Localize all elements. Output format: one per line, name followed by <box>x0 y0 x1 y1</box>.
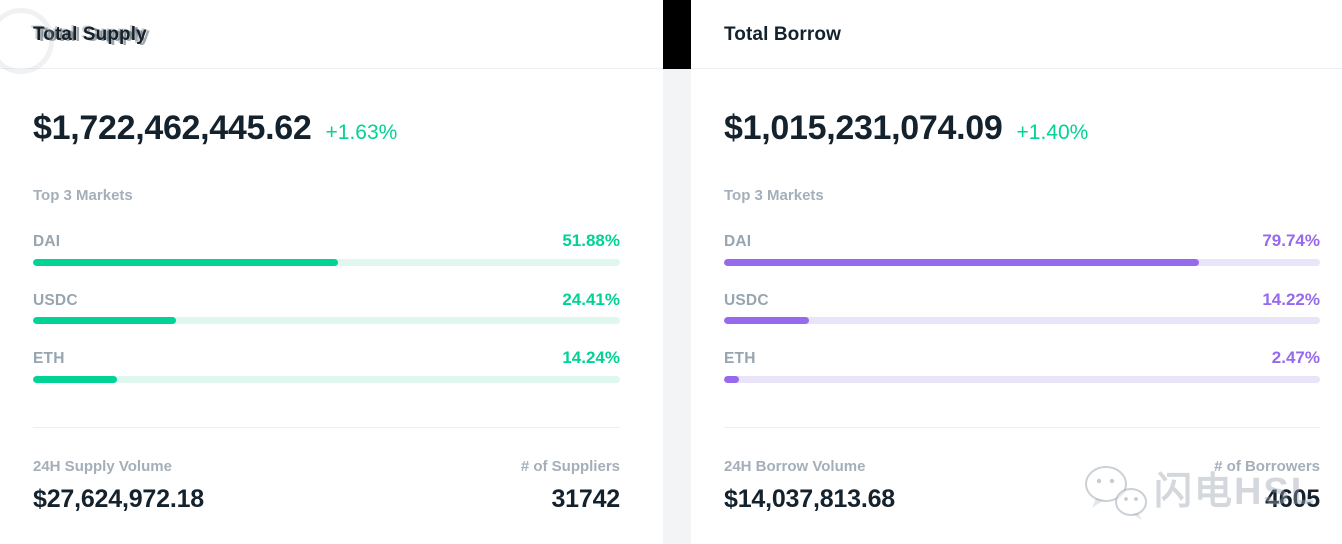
total-borrow-card: Total Borrow $1,015,231,074.09 +1.40% To… <box>691 0 1342 544</box>
supply-volume-value: $27,624,972.18 <box>33 484 204 513</box>
market-bar-track <box>33 317 620 324</box>
borrow-volume-stat: 24H Borrow Volume $14,037,813.68 <box>724 459 895 512</box>
market-row: USDC 14.22% <box>724 289 1320 324</box>
market-pct: 14.22% <box>1262 289 1320 309</box>
market-name: ETH <box>724 350 756 367</box>
total-borrow-body: $1,015,231,074.09 +1.40% Top 3 Markets D… <box>691 69 1342 512</box>
market-pct: 79.74% <box>1262 231 1320 250</box>
borrowers-count-value: 4605 <box>1265 484 1320 513</box>
panel-gutter-top-black <box>663 0 691 69</box>
suppliers-count-value: 31742 <box>551 484 620 513</box>
market-bar-track <box>724 375 1320 383</box>
market-bar-fill <box>33 258 338 266</box>
total-supply-title: Total Supply <box>33 23 147 45</box>
borrow-total-value: $1,015,231,074.09 <box>724 109 1003 147</box>
borrow-stats-row: 24H Borrow Volume $14,037,813.68 # of Bo… <box>724 459 1320 512</box>
market-name: USDC <box>724 291 769 309</box>
borrowers-count-stat: # of Borrowers 4605 <box>1214 459 1320 512</box>
market-bar-track <box>724 317 1320 324</box>
borrow-markets-heading: Top 3 Markets <box>724 187 824 204</box>
supply-stats-row: 24H Supply Volume $27,624,972.18 # of Su… <box>33 459 620 512</box>
market-pct: 2.47% <box>1271 348 1320 367</box>
supply-total-row: $1,722,462,445.62 +1.63% <box>33 111 620 145</box>
market-pct: 24.41% <box>562 289 620 309</box>
market-row: DAI 51.88% <box>33 232 620 266</box>
market-bar-fill <box>33 317 177 324</box>
market-row: ETH 14.24% <box>33 349 620 383</box>
market-name: USDC <box>33 291 78 309</box>
borrowers-count-label: # of Borrowers <box>1214 457 1320 475</box>
market-bar-fill <box>33 375 117 383</box>
supply-total-value: $1,722,462,445.62 <box>33 109 312 147</box>
borrow-total-change: +1.40% <box>1016 121 1089 144</box>
market-bar-track <box>724 258 1320 266</box>
market-name: DAI <box>724 233 752 250</box>
total-borrow-title: Total Borrow <box>724 23 841 45</box>
stats-divider <box>33 426 620 428</box>
market-bar-fill <box>724 317 809 324</box>
borrow-volume-label: 24H Borrow Volume <box>724 457 866 475</box>
market-pct: 14.24% <box>562 348 620 367</box>
borrow-total-row: $1,015,231,074.09 +1.40% <box>724 111 1320 145</box>
market-bar-fill <box>724 258 1200 266</box>
panel-gutter-body <box>663 69 691 544</box>
total-supply-header: Total Supply <box>0 0 663 69</box>
market-row: ETH 2.47% <box>724 349 1320 383</box>
total-supply-card: Total Supply $1,722,462,445.62 +1.63% To… <box>0 0 663 544</box>
supply-volume-stat: 24H Supply Volume $27,624,972.18 <box>33 459 204 512</box>
supply-markets-heading: Top 3 Markets <box>33 187 133 204</box>
suppliers-count-stat: # of Suppliers 31742 <box>521 459 620 512</box>
supply-total-change: +1.63% <box>325 121 398 144</box>
stats-divider <box>724 426 1320 428</box>
market-bar-track <box>33 375 620 383</box>
panel-gutter <box>663 0 691 544</box>
market-bar-track <box>33 258 620 266</box>
market-pct: 51.88% <box>562 231 620 250</box>
borrow-volume-value: $14,037,813.68 <box>724 484 895 513</box>
market-row: DAI 79.74% <box>724 232 1320 266</box>
total-borrow-header: Total Borrow <box>691 0 1342 69</box>
suppliers-count-label: # of Suppliers <box>520 457 620 475</box>
total-supply-body: $1,722,462,445.62 +1.63% Top 3 Markets D… <box>0 69 663 512</box>
supply-volume-label: 24H Supply Volume <box>33 457 172 475</box>
market-row: USDC 24.41% <box>33 289 620 324</box>
market-name: DAI <box>33 233 61 250</box>
market-bar-fill <box>724 375 739 383</box>
market-name: ETH <box>33 350 65 367</box>
